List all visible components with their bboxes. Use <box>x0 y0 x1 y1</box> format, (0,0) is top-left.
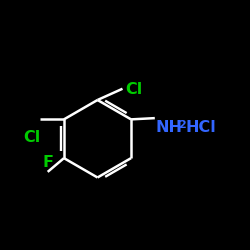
Text: HCl: HCl <box>186 120 216 136</box>
Text: F: F <box>42 155 53 170</box>
Text: 2: 2 <box>178 120 186 130</box>
Text: Cl: Cl <box>125 82 142 98</box>
Text: NH: NH <box>156 120 182 136</box>
Text: Cl: Cl <box>24 130 41 146</box>
